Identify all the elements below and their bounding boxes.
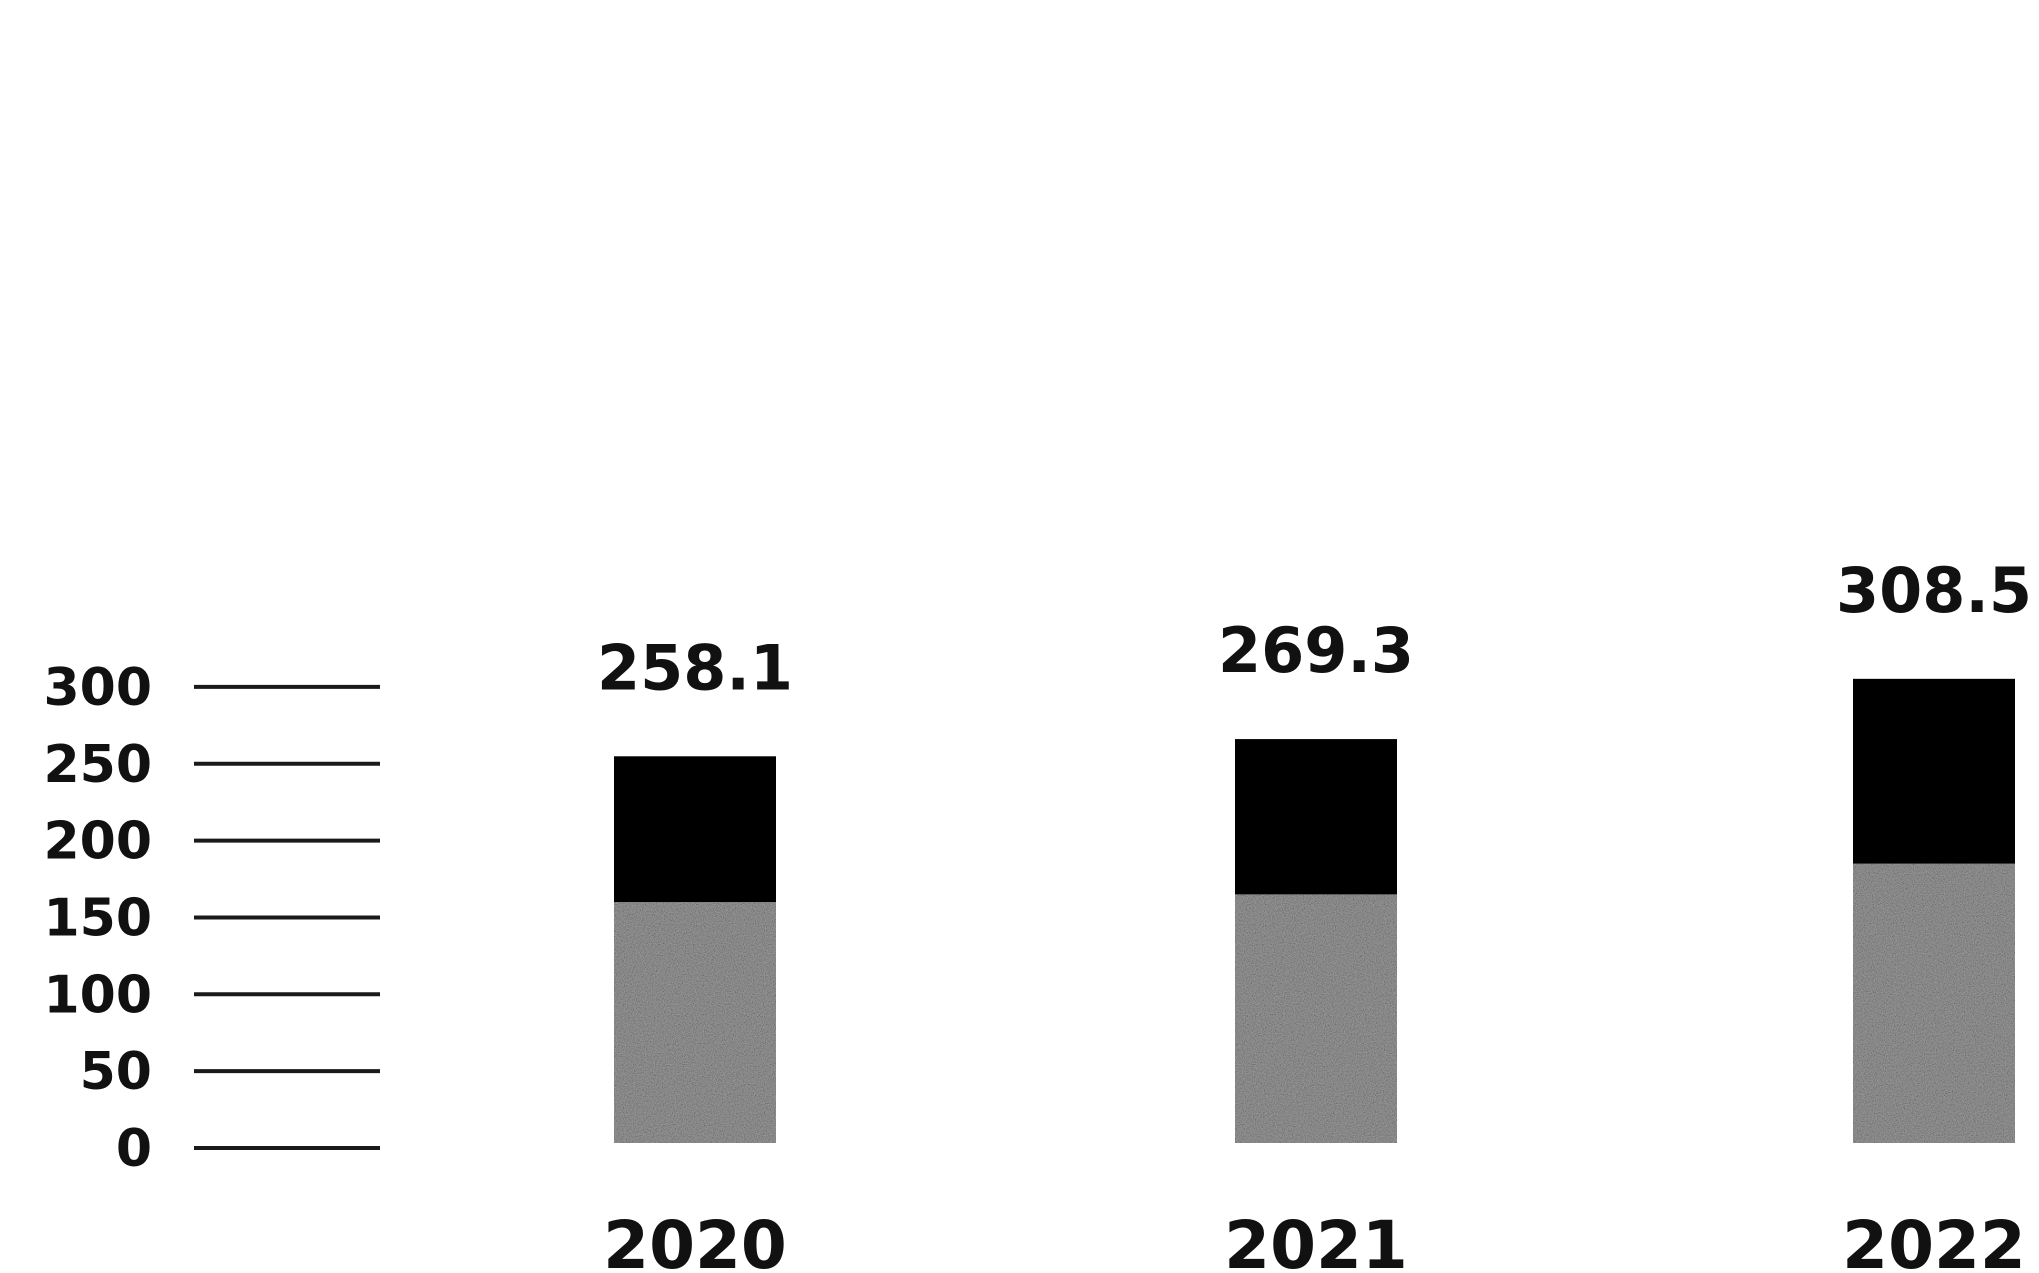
y-tick-label-250: 250 (43, 735, 152, 795)
y-tick-label-100: 100 (43, 965, 152, 1025)
category-label-2020: 2020 (603, 1207, 787, 1273)
y-tick-label-0: 0 (116, 1119, 152, 1179)
y-tick-label-300: 300 (43, 658, 152, 718)
bar-2021-segment-2 (1235, 739, 1397, 895)
bar-2020-segment-1 (614, 902, 776, 1143)
y-tick-label-200: 200 (43, 812, 152, 872)
bar-2022-segment-2 (1853, 678, 2015, 864)
y-tick-label-150: 150 (43, 888, 152, 948)
bar-2020-segment-2 (614, 756, 776, 903)
category-label-2021: 2021 (1224, 1207, 1408, 1273)
bar-total-label-2021: 269.3 (1218, 614, 1414, 687)
bar-total-label-2022: 308.5 (1836, 554, 2032, 627)
category-label-2022: 2022 (1842, 1207, 2026, 1273)
y-axis: 0 50 100 150 200 250 300 (43, 658, 380, 1179)
bar-2021-segment-1 (1235, 894, 1397, 1143)
labels: 258.1 2020 269.3 2021 308.5 2022 (597, 554, 2032, 1273)
bar-total-label-2020: 258.1 (597, 631, 793, 704)
bar-2022-segment-1 (1853, 863, 2015, 1143)
y-tick-label-50: 50 (80, 1042, 152, 1102)
bars (614, 678, 2015, 1143)
